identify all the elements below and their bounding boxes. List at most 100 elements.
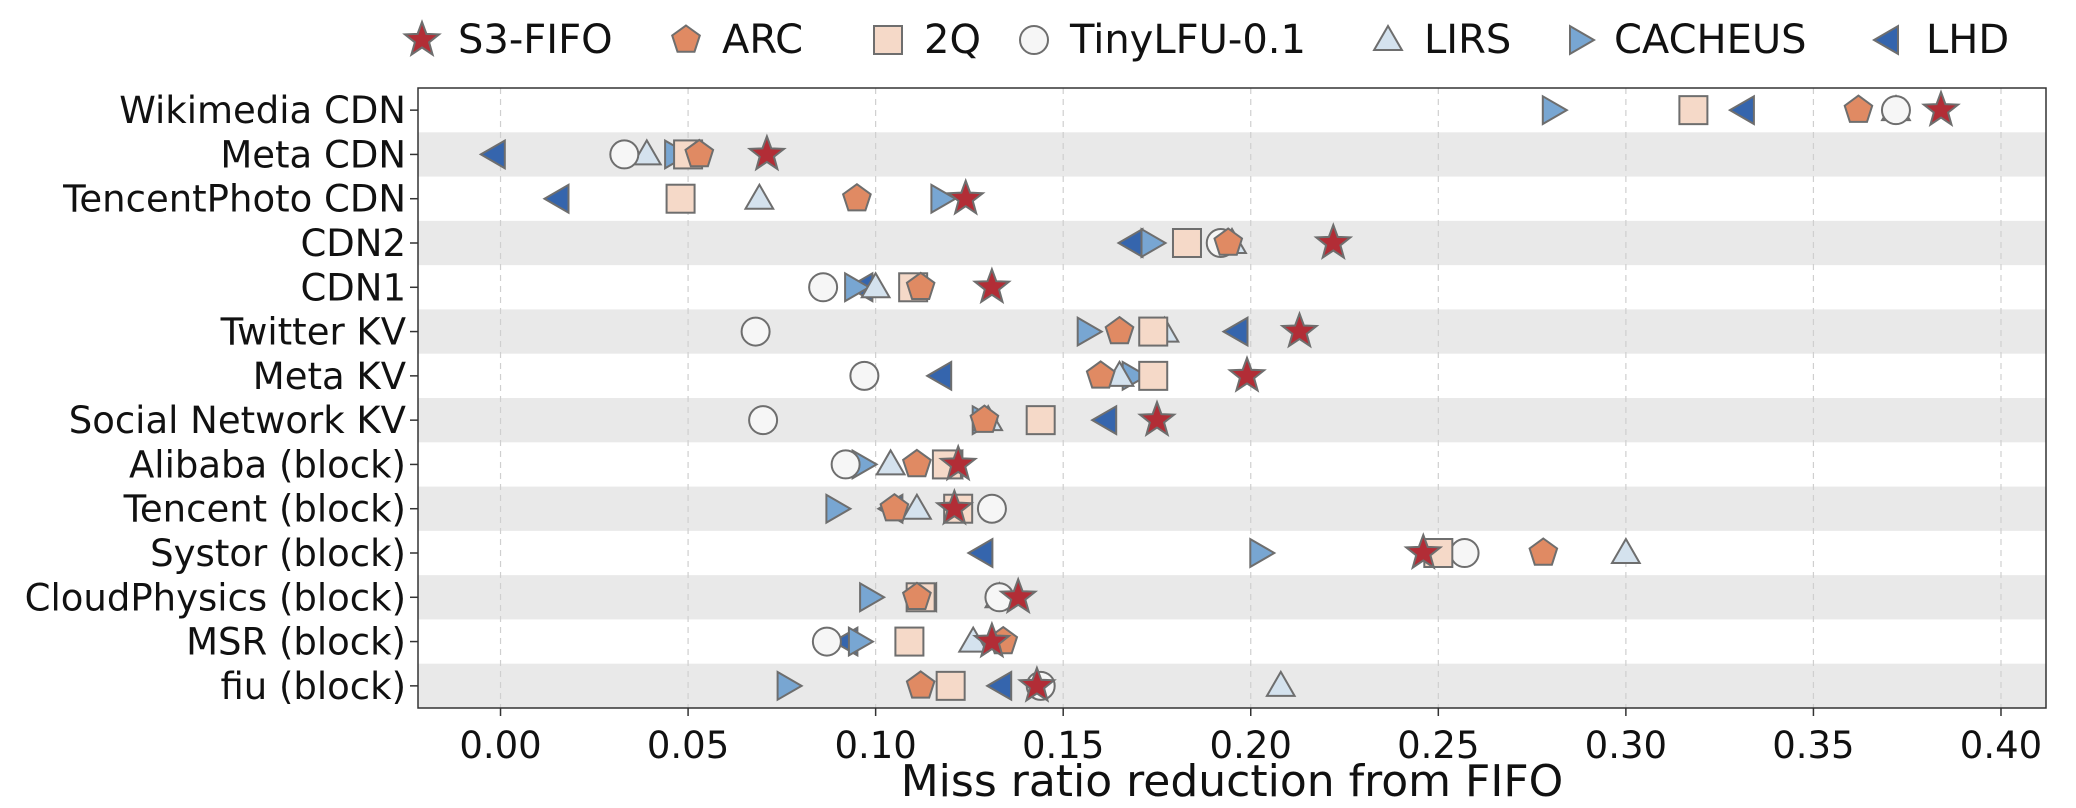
data-point [1085,360,1116,389]
series-tinylfu-0-1 [609,95,1911,701]
data-point [901,581,932,610]
legend-item: ARC [671,17,803,63]
data-point [1265,669,1297,697]
data-point [905,271,936,300]
data-point [631,138,663,166]
data-point [743,182,775,210]
data-point [746,133,787,172]
data-point [1213,227,1244,256]
data-point [1138,316,1169,347]
y-tick-label: MSR (block) [186,621,406,664]
data-point [830,449,861,480]
plot-frame [417,87,2047,709]
y-tick-label: Twitter KV [220,311,406,354]
x-tick-label: 0.35 [1772,724,1854,767]
grid-lines [499,88,2002,716]
x-axis-title: Miss ratio reduction from FIFO [901,756,1564,807]
x-tick-label: 0.10 [834,724,916,767]
data-point [609,139,640,170]
y-tick-label: CloudPhysics (block) [25,576,406,619]
legend-marker [402,19,442,57]
legend-marker [1569,24,1596,56]
data-point [860,271,892,299]
data-point [1076,315,1104,348]
x-tick-label: 0.05 [647,724,729,767]
data-point [844,271,872,303]
legend: S3-FIFO ARC 2Q TinyLFU-0.1 LIRS CACHEUS LHD [402,17,2009,63]
y-tick-label: CDN2 [300,222,406,265]
data-point [825,493,853,525]
legend-marker [671,24,701,53]
data-point [1449,538,1480,568]
x-tick-label: 0.40 [1960,724,2042,767]
data-point [1880,95,1911,126]
data-point [859,581,887,613]
data-point [1140,227,1168,259]
data-point [938,443,979,482]
data-point [849,360,880,391]
y-tick-label: Alibaba (block) [129,443,406,486]
data-point [1727,94,1755,126]
row-band [418,663,2046,708]
data-point [1221,315,1249,348]
y-tick-label: CDN1 [300,266,406,309]
legend-item: LIRS [1372,17,1511,63]
data-point [1610,536,1642,564]
series-arc [684,94,1874,699]
legend-label: LHD [1926,17,2009,63]
legend-item: CACHEUS [1569,17,1807,63]
data-point [1921,89,1961,128]
data-point [847,625,875,658]
x-tick-labels: 0.00 0.05 0.10 0.15 0.20 0.25 0.30 0.35 0.40 [459,724,2042,767]
x-tick-label: 0.20 [1210,724,1292,767]
data-markers [478,89,1961,703]
data-point [1104,315,1135,345]
data-point [1137,399,1177,438]
y-tick-label: Meta KV [253,355,406,398]
y-tick-label: Social Network KV [69,399,406,442]
data-point [875,448,907,476]
data-point [972,266,1012,305]
data-point [1279,310,1320,349]
data-point [841,182,872,212]
data-point [905,670,936,699]
data-point [1017,665,1057,703]
data-point [934,487,975,526]
data-point [901,448,932,478]
y-tick-label: Wikimedia CDN [119,89,406,132]
x-tick-label: 0.15 [1022,724,1104,767]
legend-item: TinyLFU-0.1 [1019,17,1306,63]
x-tick-label: 0.25 [1397,724,1479,767]
data-point [1403,532,1444,570]
data-point [894,626,925,657]
row-band [418,398,2046,443]
legend-marker [873,25,903,55]
data-point [684,138,715,168]
y-tick-label: TencentPhoto CDN [62,178,406,221]
legend-marker [1019,25,1049,55]
data-point [1227,355,1267,393]
data-point [1678,95,1709,126]
data-point [665,183,696,214]
y-tick-label: Systor (block) [150,532,406,575]
data-point [1541,94,1569,126]
row-bands [418,132,2046,708]
data-point [976,493,1007,524]
data-point [925,360,953,392]
y-tick-label: fiu (block) [220,665,406,708]
y-tick-label: Tencent (block) [123,488,406,531]
data-point [776,670,804,702]
legend-item: S3-FIFO [402,17,613,63]
legend-label: S3-FIFO [458,17,613,63]
data-point [985,670,1013,702]
legend-label: TinyLFU-0.1 [1069,17,1306,63]
x-tick-label: 0.30 [1585,724,1667,767]
data-point [478,138,506,171]
data-point [748,405,779,436]
legend-item: 2Q [873,17,981,63]
data-point [998,576,1039,615]
data-point [1090,404,1118,436]
data-point [808,272,839,303]
data-point [1138,360,1169,391]
